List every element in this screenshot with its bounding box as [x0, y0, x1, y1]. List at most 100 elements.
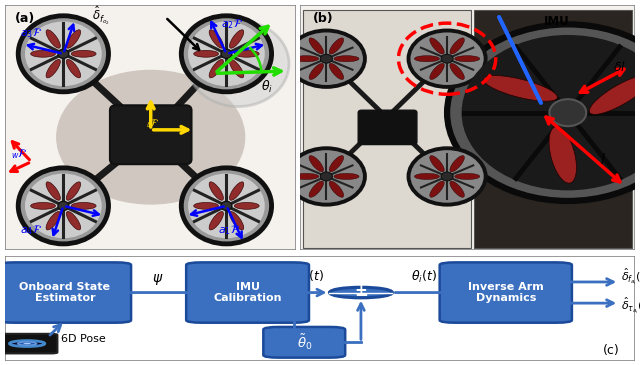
Circle shape — [447, 24, 640, 201]
Ellipse shape — [56, 70, 245, 205]
Text: $\hat{\delta}_{f_{o_2}}$: $\hat{\delta}_{f_{o_2}}$ — [93, 5, 110, 27]
Ellipse shape — [309, 64, 324, 80]
Circle shape — [188, 174, 265, 238]
Ellipse shape — [334, 55, 359, 62]
Ellipse shape — [230, 30, 244, 48]
Ellipse shape — [309, 181, 324, 197]
Ellipse shape — [234, 203, 259, 209]
Circle shape — [320, 172, 332, 181]
Ellipse shape — [329, 155, 344, 172]
Circle shape — [10, 341, 45, 346]
Circle shape — [181, 16, 271, 92]
Circle shape — [461, 35, 640, 191]
Ellipse shape — [46, 182, 60, 200]
Text: 6D Pose: 6D Pose — [61, 334, 106, 344]
Ellipse shape — [46, 59, 60, 78]
Circle shape — [181, 168, 271, 244]
Circle shape — [441, 54, 453, 63]
Circle shape — [18, 168, 109, 244]
Circle shape — [221, 49, 232, 58]
FancyBboxPatch shape — [440, 262, 572, 323]
Circle shape — [221, 201, 232, 211]
Ellipse shape — [549, 127, 577, 183]
Bar — [474, 9, 632, 247]
Ellipse shape — [194, 50, 218, 57]
Circle shape — [408, 148, 486, 205]
Text: $_b\mathcal{F}$: $_b\mathcal{F}$ — [147, 117, 160, 130]
Text: $\theta_i$: $\theta_i$ — [261, 78, 273, 95]
Circle shape — [320, 54, 332, 63]
Circle shape — [408, 31, 486, 87]
Ellipse shape — [31, 203, 56, 209]
Ellipse shape — [329, 181, 344, 197]
Ellipse shape — [429, 181, 444, 197]
Ellipse shape — [334, 173, 359, 180]
Ellipse shape — [67, 211, 81, 230]
Ellipse shape — [209, 182, 223, 200]
Text: IMU
Calibration: IMU Calibration — [213, 282, 282, 303]
Ellipse shape — [414, 173, 440, 180]
Text: $\hat{\delta}_{\tau_{a_i}}(t)$: $\hat{\delta}_{\tau_{a_i}}(t)$ — [621, 296, 640, 316]
FancyBboxPatch shape — [0, 334, 58, 353]
Ellipse shape — [294, 173, 319, 180]
Text: $a_1\mathcal{F}$: $a_1\mathcal{F}$ — [218, 223, 239, 237]
Text: $l$: $l$ — [600, 152, 605, 167]
Circle shape — [18, 342, 36, 345]
Ellipse shape — [46, 30, 60, 48]
Text: Onboard State
Estimator: Onboard State Estimator — [19, 282, 111, 303]
Text: $_w\mathcal{F}$: $_w\mathcal{F}$ — [11, 147, 28, 161]
Ellipse shape — [450, 181, 465, 197]
Ellipse shape — [429, 155, 444, 172]
Ellipse shape — [230, 59, 244, 78]
Ellipse shape — [450, 64, 465, 80]
Ellipse shape — [230, 182, 244, 200]
Circle shape — [330, 287, 392, 298]
Circle shape — [288, 31, 365, 87]
Ellipse shape — [454, 55, 480, 62]
FancyBboxPatch shape — [0, 262, 131, 323]
Text: +: + — [355, 283, 367, 298]
Ellipse shape — [67, 30, 81, 48]
Circle shape — [58, 49, 68, 58]
Ellipse shape — [429, 64, 444, 80]
Ellipse shape — [450, 155, 465, 172]
Ellipse shape — [209, 211, 223, 230]
Ellipse shape — [67, 59, 81, 78]
Ellipse shape — [209, 59, 223, 78]
FancyBboxPatch shape — [358, 110, 417, 145]
Circle shape — [288, 148, 365, 205]
Ellipse shape — [329, 64, 344, 80]
Circle shape — [549, 99, 586, 126]
Ellipse shape — [209, 30, 223, 48]
Circle shape — [24, 343, 31, 344]
Ellipse shape — [71, 203, 96, 209]
Ellipse shape — [67, 182, 81, 200]
Ellipse shape — [454, 173, 480, 180]
Circle shape — [187, 21, 289, 107]
Ellipse shape — [450, 38, 465, 54]
Ellipse shape — [589, 75, 640, 114]
FancyBboxPatch shape — [263, 327, 345, 358]
Ellipse shape — [31, 50, 56, 57]
Ellipse shape — [483, 76, 557, 101]
Ellipse shape — [46, 211, 60, 230]
Ellipse shape — [429, 38, 444, 54]
Text: $\tilde{\theta}_i(t)$: $\tilde{\theta}_i(t)$ — [298, 265, 324, 285]
Text: (a): (a) — [15, 12, 36, 25]
Text: −: − — [354, 285, 368, 303]
Circle shape — [441, 172, 453, 181]
Circle shape — [18, 16, 109, 92]
Text: IMU: IMU — [545, 15, 570, 27]
Ellipse shape — [230, 211, 244, 230]
Text: (c): (c) — [602, 344, 619, 357]
Ellipse shape — [309, 38, 324, 54]
Text: $\psi$: $\psi$ — [152, 272, 164, 287]
Ellipse shape — [309, 155, 324, 172]
Text: $\tilde{\theta}_0$: $\tilde{\theta}_0$ — [296, 333, 312, 352]
Bar — [303, 9, 470, 247]
Ellipse shape — [329, 38, 344, 54]
Ellipse shape — [414, 55, 440, 62]
Ellipse shape — [234, 50, 259, 57]
Text: $\theta_i(t)$: $\theta_i(t)$ — [411, 269, 437, 285]
Text: $\delta l$: $\delta l$ — [613, 60, 626, 74]
